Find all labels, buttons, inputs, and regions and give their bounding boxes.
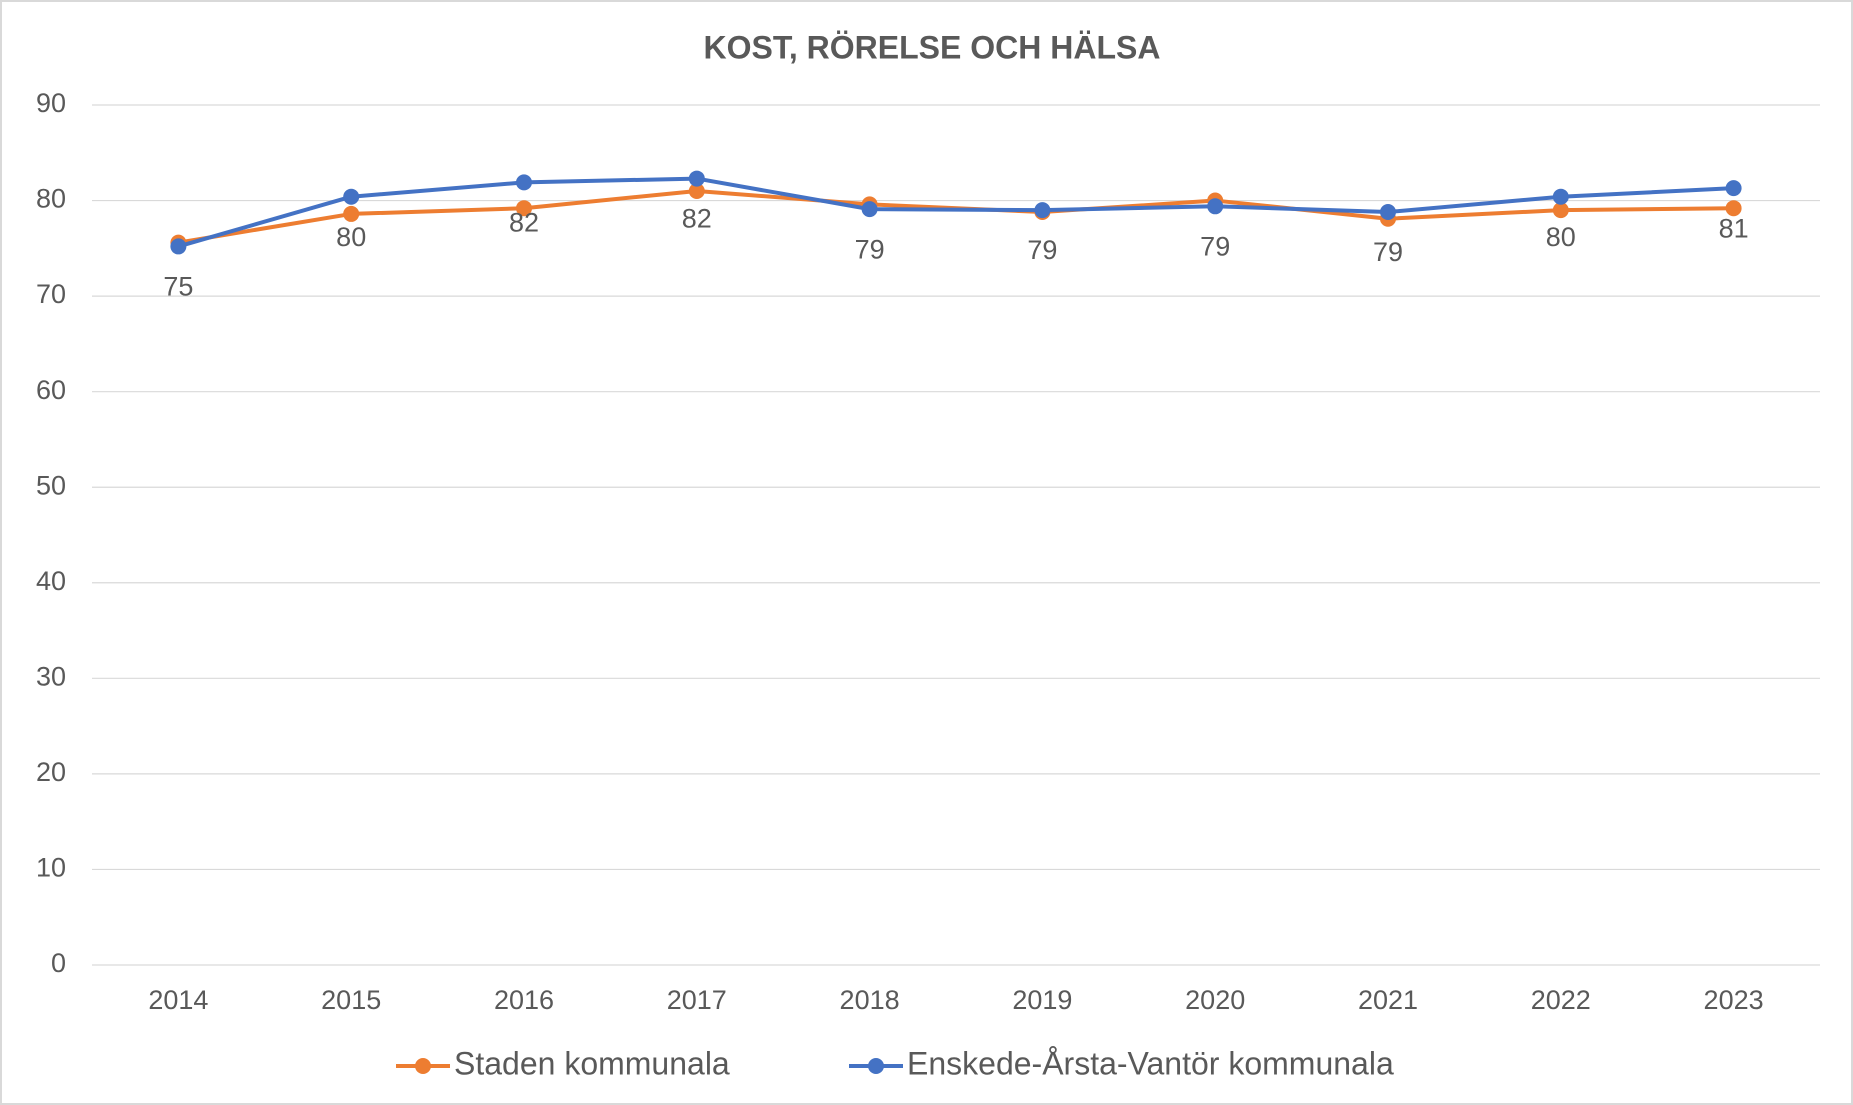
data-point [1380, 204, 1396, 221]
data-point [1552, 202, 1569, 219]
data-point [1207, 198, 1224, 215]
data-label: 81 [1719, 213, 1749, 243]
chart-title: KOST, RÖRELSE OCH HÄLSA [704, 29, 1161, 65]
y-tick-label: 40 [36, 566, 66, 596]
data-point [343, 188, 360, 205]
data-label: 82 [509, 208, 539, 238]
data-point [516, 200, 532, 217]
data-label: 80 [336, 222, 366, 252]
data-point [1034, 202, 1051, 219]
data-point [1725, 200, 1742, 217]
y-tick-label: 60 [36, 375, 66, 405]
x-tick-label: 2017 [667, 985, 727, 1015]
x-tick-label: 2014 [148, 985, 208, 1015]
data-label: 82 [682, 204, 712, 234]
data-label: 79 [855, 234, 885, 264]
data-label: 75 [163, 272, 193, 302]
data-point [861, 201, 878, 218]
x-tick-label: 2015 [321, 985, 381, 1015]
y-tick-label: 0 [51, 948, 66, 978]
legend-marker [415, 1058, 431, 1074]
x-tick-label: 2018 [840, 985, 900, 1015]
x-tick-label: 2016 [494, 985, 554, 1015]
data-point [170, 238, 187, 255]
data-point [1725, 180, 1742, 197]
data-label: 79 [1027, 235, 1057, 265]
y-tick-label: 30 [36, 661, 66, 691]
x-tick-label: 2019 [1012, 985, 1072, 1015]
y-tick-label: 80 [36, 184, 66, 214]
data-label: 80 [1546, 222, 1576, 252]
series-line [177, 176, 1734, 249]
x-tick-label: 2022 [1531, 985, 1591, 1015]
data-point [516, 174, 532, 191]
data-point [1552, 188, 1569, 205]
data-label: 79 [1373, 237, 1403, 267]
y-tick-label: 50 [36, 470, 66, 500]
data-point [688, 183, 705, 199]
data-point [343, 205, 360, 222]
legend-label: Enskede-Årsta-Vantör kommunala [907, 1045, 1394, 1081]
legend-marker [868, 1058, 884, 1074]
x-tick-label: 2020 [1185, 985, 1245, 1015]
data-label: 79 [1200, 231, 1230, 261]
x-tick-label: 2023 [1704, 985, 1764, 1015]
y-tick-label: 10 [36, 853, 66, 883]
y-tick-label: 20 [36, 757, 66, 787]
y-tick-label: 90 [36, 88, 66, 118]
y-tick-label: 70 [36, 279, 66, 309]
legend-label: Staden kommunala [454, 1045, 730, 1081]
data-point [688, 170, 705, 187]
x-tick-label: 2021 [1358, 985, 1418, 1015]
